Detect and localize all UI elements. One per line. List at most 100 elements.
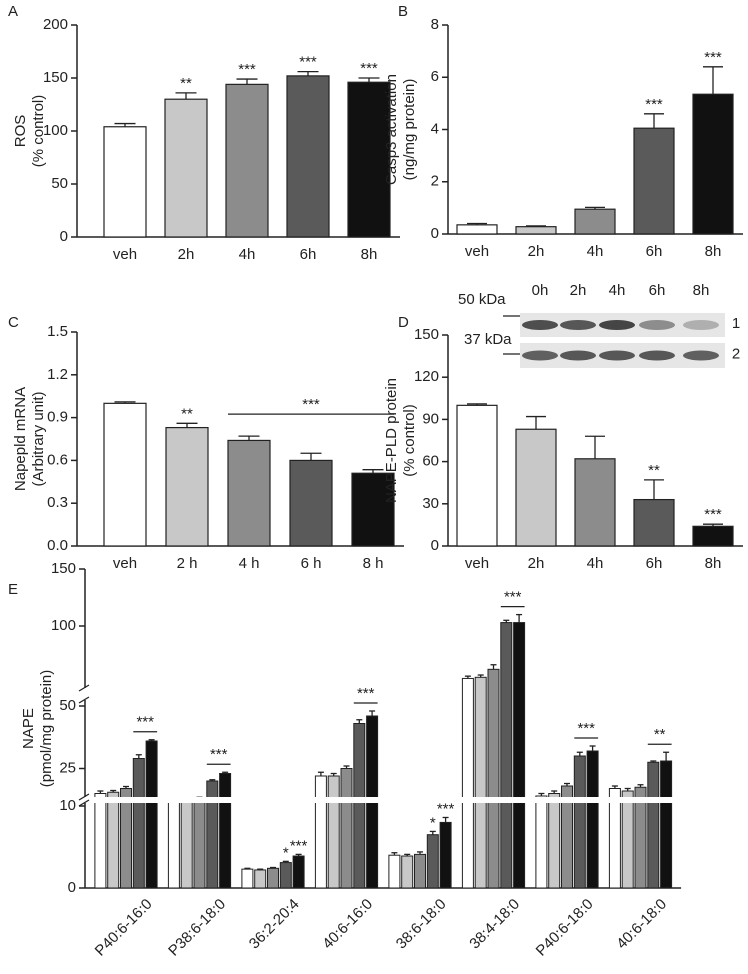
y-tick-label: 150 [51,560,76,577]
y-tick-label: 1.2 [47,366,68,383]
y-tick-label: 120 [414,368,439,385]
bar [353,723,366,889]
x-tick-label: 4 h [239,555,260,572]
y-tick-label: 50 [51,175,68,192]
y-tick-label: 60 [422,453,439,470]
bar [474,676,487,889]
y-tick-label: 1.5 [47,323,68,340]
error-bar [467,222,487,225]
error-bar [551,790,558,794]
x-tick-label: 38:6-18:0 [393,896,450,953]
significance: *** [210,746,228,763]
bar [103,402,147,547]
x-tick-label: 2h [528,555,545,572]
y-tick-label: 100 [51,617,76,634]
bar [289,459,333,547]
error-bar [526,225,546,227]
error-bar [270,866,276,869]
error-bar [637,784,644,788]
error-bar [391,852,398,856]
error-bar [526,415,546,430]
x-tick-label: veh [465,243,489,260]
error-bar [663,751,670,761]
bar [314,775,327,889]
bar [647,761,660,889]
y-tick-label: 4 [431,120,439,137]
y-axis-label: Casp3 activation [383,74,400,185]
error-bar [564,782,570,786]
lane-label: 2h [570,282,587,299]
break-mark [78,696,90,704]
y-tick-label: 0 [68,879,76,896]
error-bar [576,751,583,756]
blot-band [683,320,719,330]
x-tick-label: 2h [528,243,545,260]
error-bar [175,92,197,100]
bar [94,793,107,889]
error-bar [585,435,605,459]
significance: * [283,844,289,861]
error-bar [467,403,487,406]
x-tick-label: 8 h [363,555,384,572]
significance: *** [437,800,455,817]
y-tick-label: 25 [59,759,76,776]
blot-band [522,320,558,330]
error-bar [464,675,471,679]
lane-label: 8h [693,282,710,299]
bar [167,800,180,889]
error-bar [135,754,142,759]
blot-band [560,320,596,330]
y-axis-label: (Arbitrary unit) [30,391,47,486]
bar [515,428,557,547]
panel-label: B [398,3,408,20]
error-bar [644,479,664,500]
y-axis-label: NAPE-PLD protein [383,378,400,503]
bar [692,93,734,235]
error-bar [624,787,631,791]
error-bar [503,619,510,623]
x-tick-label: 36:2-20:4 [246,896,303,953]
break-mark [78,799,90,807]
x-tick-label: P40:6-16:0 [92,896,156,960]
y-tick-label: 0.6 [47,451,68,468]
bar [692,525,734,547]
bar [513,622,526,889]
bar [456,404,498,547]
bar [535,795,548,889]
significance: *** [290,837,308,854]
error-bar [356,719,363,724]
significance: ** [648,462,660,479]
kda-marker: 37 kDa [464,331,512,348]
error-bar [297,70,319,76]
blot-band [639,350,675,361]
break-mark [78,684,90,692]
error-bar [222,771,229,774]
bar [164,98,208,238]
bar [608,788,621,889]
lane-label: 0h [532,282,549,299]
error-bar [238,435,260,441]
bar [351,472,395,547]
panel-label: A [8,3,18,20]
bar [225,83,269,238]
error-bar [236,78,258,85]
y-axis-label: (% control) [30,95,47,168]
bar [241,868,254,889]
y-tick-label: 0 [431,225,439,242]
blot-band [599,320,635,330]
x-tick-label: P38:6-18:0 [165,896,229,960]
bar [193,798,206,889]
lane-label: 6h [649,282,666,299]
error-bar [644,113,664,129]
error-bar [176,422,198,428]
bar [103,126,147,238]
error-bar [538,792,545,796]
axis-break [77,797,684,803]
bar [165,426,209,547]
y-axis-label: NAPE [20,708,37,749]
y-tick-label: 200 [43,16,68,33]
bar [487,668,500,889]
x-tick-label: 6 h [301,555,322,572]
x-tick-label: 6h [646,243,663,260]
error-bar [362,469,384,474]
